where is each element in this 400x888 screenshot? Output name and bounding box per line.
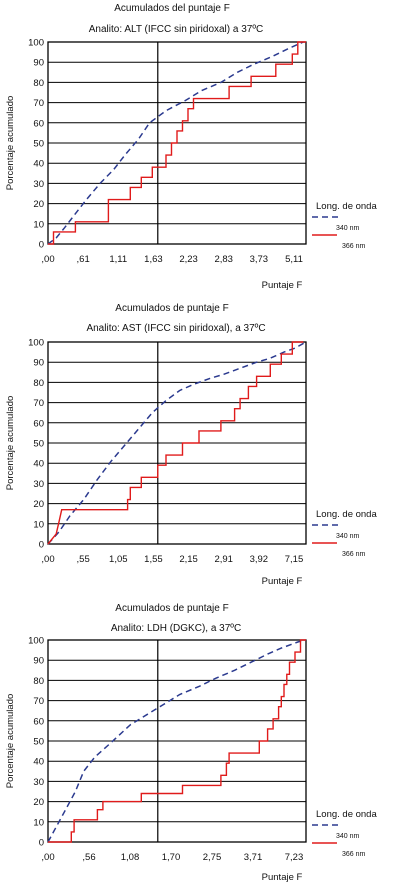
y-tick-label: 90: [33, 358, 44, 369]
y-tick-label: 70: [33, 696, 44, 707]
y-tick-label: 10: [33, 519, 44, 530]
y-tick-label: 0: [39, 240, 44, 251]
y-tick-label: 10: [33, 219, 44, 230]
x-tick-label: 7,23: [285, 852, 304, 863]
series-line-340nm: [47, 41, 304, 245]
y-tick-label: 80: [33, 378, 44, 389]
y-tick-label: 20: [33, 199, 44, 210]
y-tick-label: 10: [33, 817, 44, 828]
y-axis-label: Porcentaje acumulado: [5, 96, 16, 191]
y-tick-label: 30: [33, 479, 44, 490]
x-tick-label: 7,15: [285, 554, 304, 565]
x-tick-label: 1,55: [144, 554, 163, 565]
x-tick-label: 2,15: [179, 554, 198, 565]
x-tick-label: 2,23: [179, 254, 198, 265]
legend-title: Long. de onda: [316, 809, 377, 820]
x-tick-label: ,00: [41, 554, 54, 565]
x-tick-label: 5,11: [285, 254, 303, 265]
series-line-340nm: [47, 341, 307, 545]
x-tick-label: 3,71: [244, 852, 263, 863]
x-axis-label: Puntaje F: [262, 576, 303, 587]
chart-panel-3: Acumulados de puntaje F Analito: LDH (DGK…: [5, 603, 377, 883]
x-tick-label: 2,91: [214, 554, 233, 565]
y-tick-label: 50: [33, 139, 44, 150]
x-tick-label: ,56: [82, 852, 95, 863]
x-axis-label: Puntaje F: [262, 280, 303, 291]
y-axis-label: Porcentaje acumulado: [5, 694, 16, 789]
legend-title: Long. de onda: [316, 201, 377, 212]
chart-title: Acumulados del puntaje F: [114, 3, 230, 14]
y-tick-label: 100: [28, 636, 44, 647]
chart-subtitle: Analito: ALT (IFCC sin piridoxal) a 37ºC: [89, 24, 263, 35]
y-tick-label: 70: [33, 398, 44, 409]
y-tick-label: 80: [33, 676, 44, 687]
x-tick-label: 1,11: [109, 254, 127, 265]
x-tick-label: 1,63: [144, 254, 163, 265]
y-tick-label: 60: [33, 118, 44, 129]
y-tick-label: 100: [28, 338, 44, 349]
y-tick-label: 90: [33, 656, 44, 667]
y-tick-label: 40: [33, 159, 44, 170]
chart-subtitle: Analito: LDH (DGKC), a 37ºC: [111, 623, 241, 634]
x-tick-label: ,61: [77, 254, 90, 265]
x-tick-label: ,00: [41, 852, 54, 863]
y-tick-label: 0: [39, 838, 44, 849]
y-tick-label: 40: [33, 459, 44, 470]
y-tick-label: 70: [33, 98, 44, 109]
y-axis-label: Porcentaje acumulado: [5, 396, 16, 491]
series-line-366nm: [48, 41, 306, 245]
legend-label-366nm: 366 nm: [342, 551, 366, 558]
y-tick-label: 30: [33, 179, 44, 190]
x-tick-label: 1,70: [162, 852, 181, 863]
y-tick-label: 90: [33, 58, 44, 69]
x-tick-label: 1,08: [121, 852, 140, 863]
y-tick-label: 50: [33, 439, 44, 450]
x-tick-label: 3,73: [250, 254, 269, 265]
x-tick-label: 1,05: [109, 554, 128, 565]
series-line-366nm: [48, 639, 306, 843]
x-tick-label: 2,83: [214, 254, 233, 265]
x-tick-label: 3,92: [250, 554, 269, 565]
series-line-340nm: [47, 639, 307, 843]
y-tick-label: 60: [33, 418, 44, 429]
y-tick-label: 20: [33, 797, 44, 808]
x-tick-label: ,00: [41, 254, 54, 265]
series-line-366nm: [47, 341, 304, 545]
y-tick-label: 60: [33, 716, 44, 727]
chart-title: Acumulados de puntaje F: [115, 603, 228, 614]
x-tick-label: ,55: [77, 554, 90, 565]
legend-label-340nm: 340 nm: [336, 225, 360, 232]
x-tick-label: 2,75: [203, 852, 222, 863]
y-tick-label: 80: [33, 78, 44, 89]
y-tick-label: 50: [33, 737, 44, 748]
chart-title: Acumulados de puntaje F: [115, 303, 228, 314]
legend-label-340nm: 340 nm: [336, 833, 360, 840]
y-tick-label: 0: [39, 540, 44, 551]
chart-panel-2: Acumulados de puntaje F Analito: AST (IFC…: [5, 303, 377, 587]
y-tick-label: 100: [28, 38, 44, 49]
legend-label-340nm: 340 nm: [336, 533, 360, 540]
legend-title: Long. de onda: [316, 509, 377, 520]
y-tick-label: 20: [33, 499, 44, 510]
legend-label-366nm: 366 nm: [342, 243, 366, 250]
chart-subtitle: Analito: AST (IFCC sin piridoxal), a 37º…: [86, 323, 265, 334]
legend-label-366nm: 366 nm: [342, 851, 366, 858]
y-tick-label: 40: [33, 757, 44, 768]
x-axis-label: Puntaje F: [262, 872, 303, 883]
y-tick-label: 30: [33, 777, 44, 788]
chart-panel-1: Acumulados del puntaje F Analito: ALT (IF…: [5, 3, 377, 291]
